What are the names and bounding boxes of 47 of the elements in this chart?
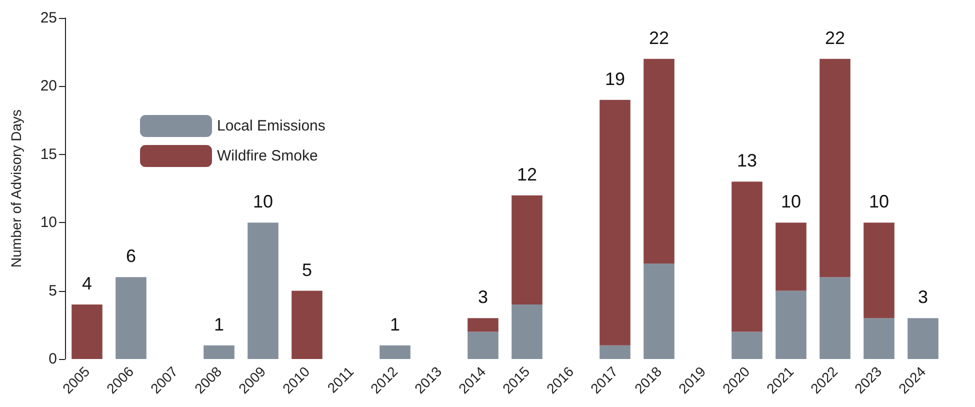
total-label: 10 bbox=[868, 192, 890, 212]
total-label: 19 bbox=[604, 68, 626, 89]
total-label: 22 bbox=[824, 28, 846, 48]
y-tick-label: 10 bbox=[40, 214, 57, 232]
total-label: 10 bbox=[780, 192, 802, 212]
bar bbox=[820, 277, 850, 359]
bar bbox=[248, 222, 278, 359]
bar bbox=[732, 332, 762, 359]
total-label: 10 bbox=[252, 192, 274, 212]
bar bbox=[776, 290, 806, 359]
total-label: 22 bbox=[648, 28, 670, 48]
bar bbox=[908, 318, 938, 359]
legend-label: Wildfire Smoke bbox=[217, 148, 318, 164]
bar bbox=[468, 318, 498, 332]
total-label: 3 bbox=[918, 287, 928, 308]
bar bbox=[776, 222, 806, 291]
bar bbox=[600, 100, 630, 346]
total-label: 3 bbox=[478, 287, 488, 308]
bar bbox=[72, 304, 102, 359]
total-label: 4 bbox=[82, 273, 92, 294]
total-label: 12 bbox=[516, 164, 538, 184]
bar bbox=[468, 332, 498, 359]
legend-label: Local Emissions bbox=[217, 118, 326, 134]
bar bbox=[864, 222, 894, 318]
bar bbox=[116, 277, 146, 359]
y-tick-label: 15 bbox=[40, 146, 57, 163]
y-tick-label: 5 bbox=[48, 282, 57, 300]
y-tick-label: 25 bbox=[40, 10, 57, 26]
bar bbox=[380, 345, 410, 359]
total-label: 13 bbox=[736, 150, 758, 171]
bar bbox=[600, 345, 630, 359]
bar bbox=[644, 58, 674, 264]
y-tick-label: 20 bbox=[40, 78, 57, 95]
bar bbox=[864, 318, 894, 359]
total-label: 6 bbox=[126, 246, 136, 266]
total-label: 5 bbox=[302, 260, 312, 280]
y-axis-title: Number of Advisory Days bbox=[8, 110, 24, 268]
bar bbox=[512, 304, 542, 359]
bar bbox=[204, 345, 234, 359]
total-label: 1 bbox=[214, 314, 224, 334]
bar bbox=[820, 58, 850, 278]
bar bbox=[644, 264, 674, 359]
total-label: 1 bbox=[390, 314, 400, 334]
bar bbox=[732, 182, 762, 332]
bar bbox=[512, 195, 542, 304]
y-tick-label: 0 bbox=[48, 350, 57, 368]
bar bbox=[292, 290, 322, 359]
